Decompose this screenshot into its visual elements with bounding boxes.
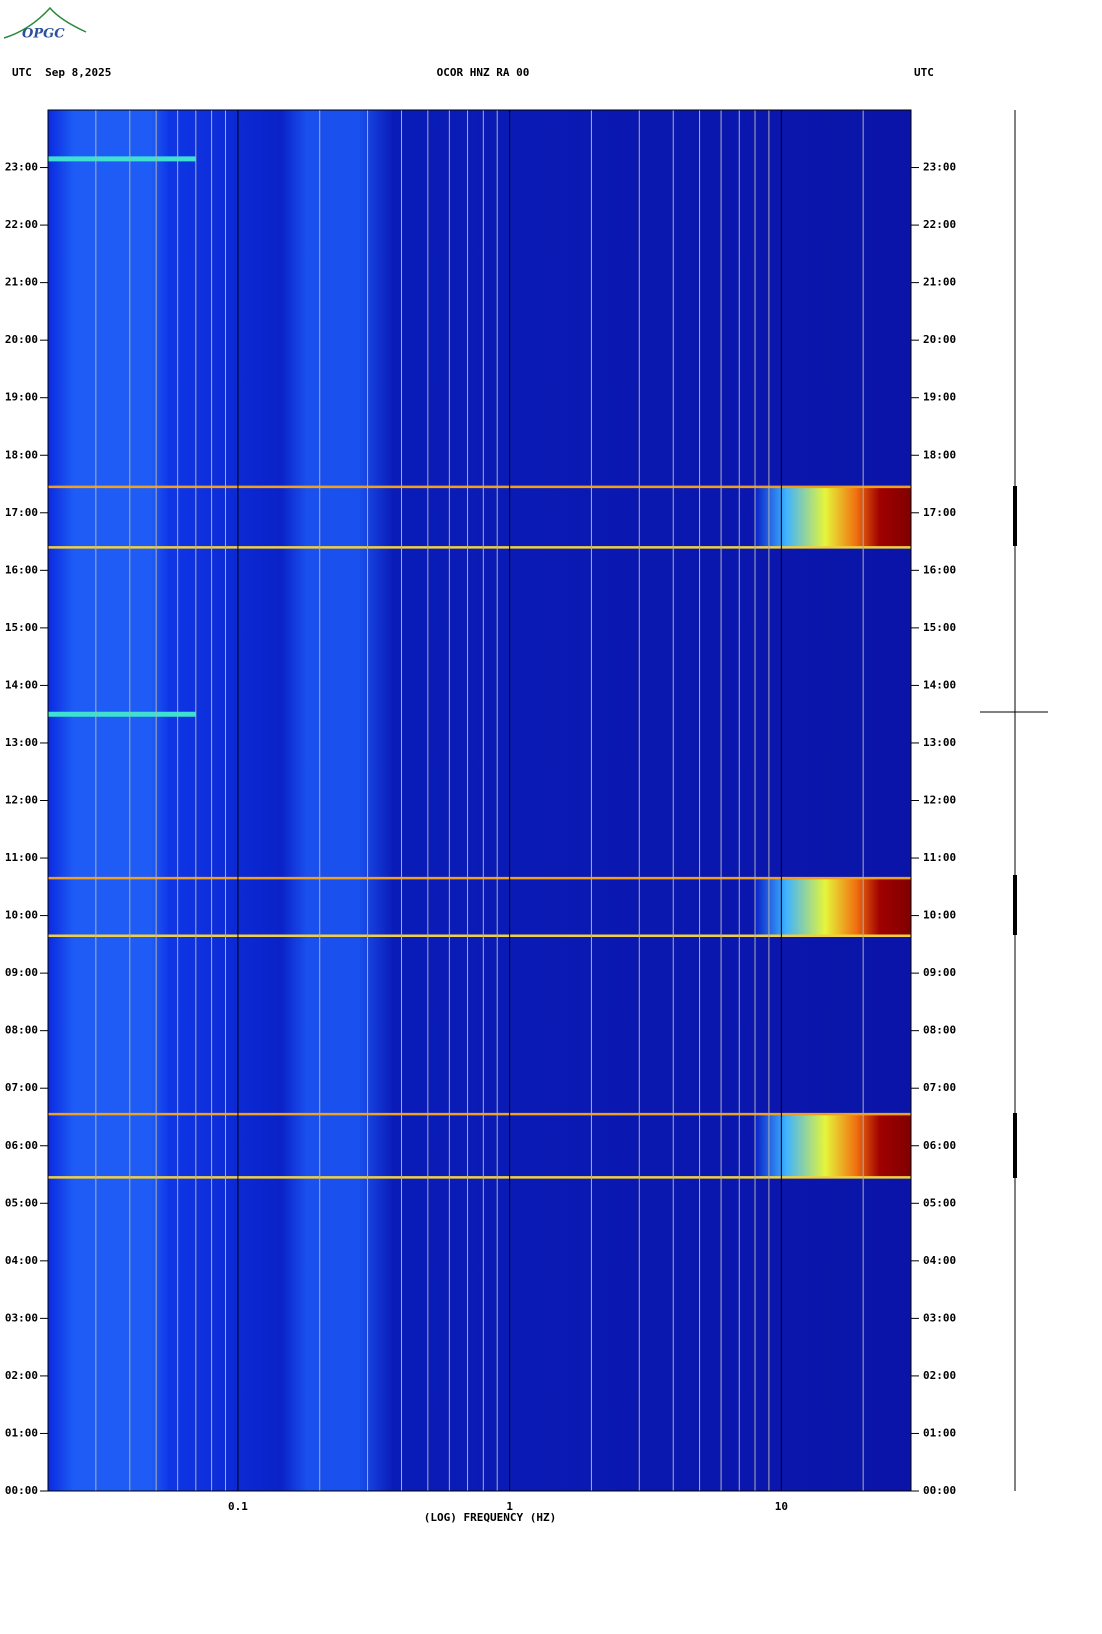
y-tick-label: 13:00	[5, 736, 38, 749]
chart-title: OCOR HNZ RA 00	[437, 66, 530, 79]
y-tick-label: 02:00	[5, 1369, 38, 1382]
y-tick-label: 06:00	[5, 1139, 38, 1152]
y-tick-label-right: 08:00	[923, 1024, 956, 1037]
plot-frame	[47, 109, 912, 1492]
y-tick-label: 16:00	[5, 563, 38, 576]
y-tick-label: 07:00	[5, 1081, 38, 1094]
y-tick-label-right: 16:00	[923, 563, 956, 576]
y-tick-label: 03:00	[5, 1311, 38, 1324]
y-tick-label-right: 21:00	[923, 276, 956, 289]
y-tick-label-right: 06:00	[923, 1139, 956, 1152]
y-tick-label-right: 10:00	[923, 909, 956, 922]
y-tick-label: 14:00	[5, 678, 38, 691]
x-tick-label: 1	[506, 1500, 513, 1513]
header-left: UTC Sep 8,2025	[12, 66, 111, 79]
y-tick-label-right: 18:00	[923, 448, 956, 461]
y-tick-label: 08:00	[5, 1024, 38, 1037]
y-tick-label-right: 13:00	[923, 736, 956, 749]
y-tick-label: 21:00	[5, 276, 38, 289]
y-tick-label: 05:00	[5, 1196, 38, 1209]
y-tick-label-right: 02:00	[923, 1369, 956, 1382]
y-tick-label-right: 23:00	[923, 161, 956, 174]
y-tick-label-right: 15:00	[923, 621, 956, 634]
y-tick-label-right: 01:00	[923, 1426, 956, 1439]
event-band	[755, 878, 911, 936]
seismogram	[980, 110, 1048, 1491]
x-tick-label: 10	[775, 1500, 788, 1513]
y-tick-label: 15:00	[5, 621, 38, 634]
event-band	[755, 486, 911, 548]
header-right: UTC	[914, 66, 934, 79]
y-tick-label: 19:00	[5, 391, 38, 404]
y-tick-label-right: 17:00	[923, 506, 956, 519]
y-tick-label: 12:00	[5, 794, 38, 807]
y-tick-label-right: 11:00	[923, 851, 956, 864]
y-tick-label: 01:00	[5, 1426, 38, 1439]
logo-text: OPGC	[22, 27, 65, 42]
y-tick-label: 22:00	[5, 218, 38, 231]
x-tick-label: 0.1	[228, 1500, 248, 1513]
y-tick-label-right: 19:00	[923, 391, 956, 404]
logo: OPGC	[3, 6, 87, 42]
y-tick-label: 09:00	[5, 966, 38, 979]
y-tick-label: 00:00	[5, 1484, 38, 1497]
y-tick-label-right: 07:00	[923, 1081, 956, 1094]
y-tick-label: 20:00	[5, 333, 38, 346]
y-tick-label: 11:00	[5, 851, 38, 864]
y-tick-label: 04:00	[5, 1254, 38, 1267]
y-tick-label: 10:00	[5, 909, 38, 922]
y-tick-label: 17:00	[5, 506, 38, 519]
event-band	[755, 1114, 911, 1178]
spectrogram-background	[48, 110, 911, 1491]
y-tick-label: 23:00	[5, 161, 38, 174]
y-tick-label-right: 05:00	[923, 1196, 956, 1209]
y-tick-label-right: 09:00	[923, 966, 956, 979]
y-tick-label-right: 14:00	[923, 678, 956, 691]
y-tick-label-right: 03:00	[923, 1311, 956, 1324]
y-tick-label-right: 12:00	[923, 794, 956, 807]
y-tick-label-right: 04:00	[923, 1254, 956, 1267]
y-tick-label-right: 20:00	[923, 333, 956, 346]
y-tick-label-right: 00:00	[923, 1484, 956, 1497]
x-axis-label: (LOG) FREQUENCY (HZ)	[424, 1511, 556, 1524]
y-tick-label: 18:00	[5, 448, 38, 461]
y-tick-label-right: 22:00	[923, 218, 956, 231]
